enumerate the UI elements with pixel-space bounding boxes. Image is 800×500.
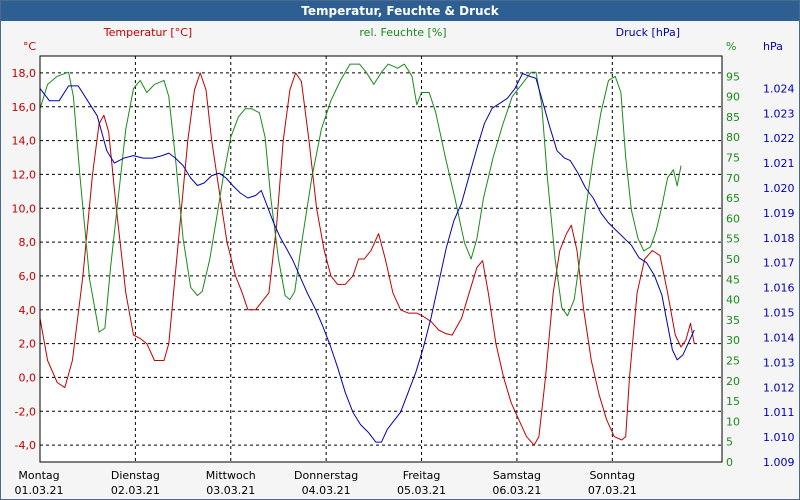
y-tick-label-humidity: 35 [726, 314, 740, 327]
y-tick-label-humidity: 20 [726, 375, 740, 388]
x-tick-label-date: 02.03.21 [111, 484, 160, 497]
y-tick-label-pressure: 1.019 [763, 207, 795, 220]
y-tick-label-pressure: 1.015 [763, 307, 795, 320]
y-tick-label-temperature: 4,0 [19, 304, 37, 317]
y-tick-label-humidity: 65 [726, 192, 740, 205]
y-tick-label-humidity: 60 [726, 212, 740, 225]
x-tick-label-date: 07.03.21 [588, 484, 637, 497]
y-unit-pressure: hPa [763, 40, 783, 53]
y-tick-label-temperature: 18,0 [12, 67, 37, 80]
y-tick-label-temperature: 14,0 [12, 135, 37, 148]
y-tick-label-pressure: 1.014 [763, 331, 795, 344]
y-tick-label-temperature: 2,0 [19, 338, 37, 351]
y-tick-label-humidity: 15 [726, 395, 740, 408]
y-tick-label-pressure: 1.016 [763, 282, 795, 295]
y-tick-label-humidity: 40 [726, 294, 740, 307]
x-tick-label-day: Samstag [493, 469, 541, 482]
y-tick-label-humidity: 50 [726, 253, 740, 266]
series-line-temperatur [39, 72, 695, 446]
y-tick-label-humidity: 5 [726, 436, 733, 449]
plot-frame [39, 55, 723, 463]
y-tick-label-pressure: 1.013 [763, 356, 795, 369]
y-tick-label-pressure: 1.022 [763, 132, 795, 145]
legend-humidity: rel. Feuchte [%] [359, 26, 446, 39]
x-tick-label-day: Freitag [403, 469, 441, 482]
y-unit-humidity: % [726, 40, 736, 53]
y-tick-label-humidity: 25 [726, 355, 740, 368]
legend-temperature: Temperatur [°C] [103, 26, 192, 39]
y-tick-label-humidity: 30 [726, 334, 740, 347]
y-tick-label-pressure: 1.012 [763, 381, 795, 394]
y-tick-label-temperature: -4,0 [15, 439, 36, 452]
y-tick-label-temperature: 12,0 [12, 168, 37, 181]
y-tick-label-humidity: 85 [726, 111, 740, 124]
x-tick-label-day: Donnerstag [294, 469, 358, 482]
y-unit-temperature: °C [23, 40, 37, 53]
y-tick-label-temperature: 0,0 [19, 371, 37, 384]
x-tick-label-date: 05.03.21 [397, 484, 446, 497]
legend-pressure: Druck [hPa] [616, 26, 680, 39]
y-tick-label-humidity: 70 [726, 172, 740, 185]
series-line-druck [39, 72, 695, 443]
y-tick-label-humidity: 95 [726, 70, 740, 83]
y-tick-label-humidity: 45 [726, 273, 740, 286]
x-tick-label-date: 06.03.21 [492, 484, 541, 497]
x-tick-label-day: Dienstag [111, 469, 160, 482]
y-tick-label-pressure: 1.023 [763, 107, 795, 120]
y-tick-label-humidity: 90 [726, 91, 740, 104]
y-tick-label-temperature: 6,0 [19, 270, 37, 283]
y-tick-label-temperature: 16,0 [12, 101, 37, 114]
y-tick-label-pressure: 1.020 [763, 182, 795, 195]
y-tick-label-pressure: 1.018 [763, 232, 795, 245]
x-tick-label-day: Montag [18, 469, 59, 482]
y-tick-label-pressure: 1.011 [763, 406, 795, 419]
y-tick-label-temperature: 8,0 [19, 236, 37, 249]
y-tick-label-pressure: 1.010 [763, 431, 795, 444]
y-tick-label-humidity: 10 [726, 415, 740, 428]
chart-title: Temperatur, Feuchte & Druck [1, 1, 799, 21]
y-tick-label-pressure: 1.024 [763, 82, 795, 95]
plot-area [40, 56, 722, 462]
series-line-rel-feuchte [39, 63, 682, 333]
y-tick-label-temperature: 10,0 [12, 202, 37, 215]
x-tick-label-date: 04.03.21 [302, 484, 351, 497]
y-tick-label-humidity: 80 [726, 131, 740, 144]
y-tick-label-pressure: 1.021 [763, 157, 795, 170]
y-tick-label-temperature: -2,0 [15, 405, 36, 418]
x-tick-label-date: 01.03.21 [15, 484, 64, 497]
y-tick-label-pressure: 1.009 [763, 456, 795, 469]
y-tick-label-humidity: 75 [726, 152, 740, 165]
y-tick-label-humidity: 55 [726, 233, 740, 246]
x-tick-label-day: Sonntag [589, 469, 635, 482]
x-tick-label-date: 03.03.21 [206, 484, 255, 497]
y-tick-label-humidity: 0 [726, 456, 733, 469]
y-tick-label-pressure: 1.017 [763, 257, 795, 270]
x-tick-label-day: Mittwoch [206, 469, 256, 482]
